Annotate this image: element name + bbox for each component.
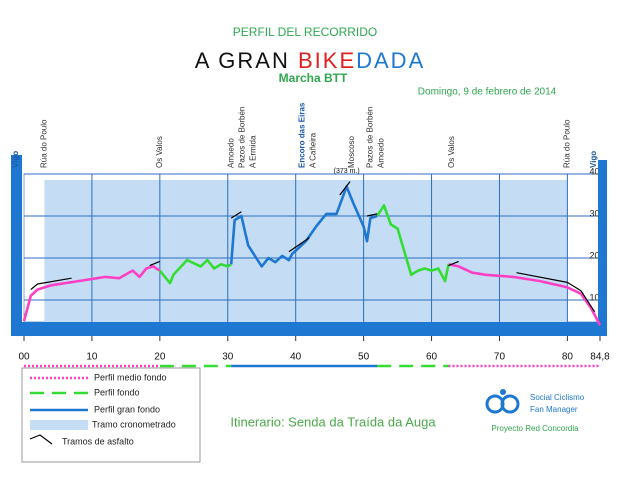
place-label: Rúa do Poulo xyxy=(39,119,48,168)
logo-text: Proyecto Red Concordia xyxy=(491,424,579,433)
right-bar xyxy=(598,160,607,336)
place-label: A Cañeira xyxy=(309,132,318,168)
x-tick-label: 60 xyxy=(426,352,438,363)
y-tick-label: 100 xyxy=(589,292,604,302)
title-part: BIKE xyxy=(298,48,356,73)
x-tick-label: 10 xyxy=(86,352,98,363)
place-label: Amoedo xyxy=(226,138,235,168)
legend-label: Tramos de asfalto xyxy=(62,436,134,446)
place-label: Vigo xyxy=(589,151,598,168)
legend-label: Perfil gran fondo xyxy=(94,404,160,414)
annotation: (373 m.) xyxy=(334,168,360,175)
timed-section xyxy=(44,180,568,322)
profile-line xyxy=(22,263,602,326)
logo: Social Ciclismo Fan Manager Proyecto Red… xyxy=(485,389,585,433)
x-tick-label: 70 xyxy=(494,352,506,363)
legend-box xyxy=(21,367,201,463)
place-label: Os Valos xyxy=(447,136,456,168)
left-bar xyxy=(11,155,22,336)
y-tick-label: 400 xyxy=(589,166,604,176)
profile-line xyxy=(30,181,596,313)
place-label: Encoro das Eiras xyxy=(298,102,307,168)
title-part: A GRAN xyxy=(195,48,298,73)
place-label: Pazos de Borbén xyxy=(366,107,375,168)
x-tick-label: 40 xyxy=(290,352,302,363)
logo-text: Fan Manager xyxy=(530,405,578,414)
place-label: Os Valos xyxy=(155,136,164,168)
x-tick-label: 80 xyxy=(562,352,574,363)
x-tick-label: 20 xyxy=(154,352,166,363)
place-label: Rúa do Poulo xyxy=(563,119,572,168)
logo-text: Social Ciclismo xyxy=(530,393,585,402)
title-part: DADA xyxy=(356,48,425,73)
bottom-bar xyxy=(11,322,607,336)
title: A GRAN BIKEDADA xyxy=(195,48,426,73)
profile-line xyxy=(229,185,378,268)
date: Domingo, 9 de febrero de 2014 xyxy=(418,87,557,98)
place-label: Pazos de Borbén xyxy=(237,107,246,168)
place-label: A Ermida xyxy=(248,135,257,168)
place-label: Amoedo xyxy=(377,138,386,168)
subtitle: PERFIL DEL RECORRIDO xyxy=(233,25,377,39)
legend-swatch xyxy=(30,420,88,430)
place-label: Moscoso xyxy=(347,135,356,168)
profile-line xyxy=(158,204,450,285)
legend-label: Tramo cronometrado xyxy=(92,419,176,429)
x-tick-label: 50 xyxy=(358,352,370,363)
x-tick-label: 30 xyxy=(222,352,234,363)
y-tick-label: 300 xyxy=(589,208,604,218)
legend-label: Perfil fondo xyxy=(94,387,140,397)
x-tick-label: 84,8 xyxy=(590,352,610,363)
y-tick-label: 200 xyxy=(589,250,604,260)
itinerary: Itinerario: Senda da Traída da Auga xyxy=(230,414,436,429)
event: Marcha BTT xyxy=(279,71,348,85)
place-label: Vigo xyxy=(11,151,20,168)
x-tick-label: 00 xyxy=(18,352,30,363)
legend-label: Perfil medio fondo xyxy=(94,372,167,382)
legend-swatch xyxy=(29,434,53,445)
